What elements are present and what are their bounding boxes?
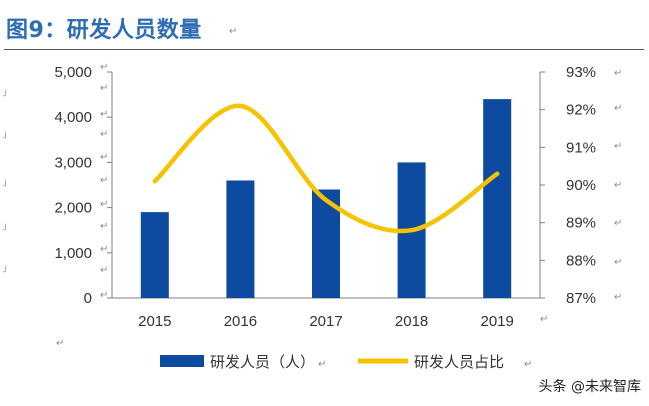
paragraph-mark: ↵ [100, 62, 108, 73]
paragraph-mark: ↵ [100, 199, 108, 210]
left-tick-label: 5,000 [54, 64, 92, 81]
paragraph-mark: ↵ [100, 221, 108, 232]
legend-label-bar: 研发人员（人） [210, 353, 315, 371]
bar [483, 99, 512, 299]
right-tick-label: 91% [566, 139, 596, 156]
paragraph-mark: ↵ [100, 109, 108, 120]
paragraph-mark: ↵ [614, 68, 622, 79]
paragraph-marks: ↵ ↵ ↵ ↵ ↵ ↵ ↵ ↵ ↵ ↵ ↵ ↵ ↵ ↵ ↵ ↵ ↵ ↵ ↵ ↵ ↵ ↵ ↵ ˩ ˩ ˩ ˩ ˩ [2, 26, 622, 370]
right-tick-label: 88% [566, 252, 596, 269]
right-tick-label: 90% [566, 177, 596, 194]
figure-title: 图9：研发人员数量 [6, 18, 202, 43]
paragraph-mark: ↵ [56, 338, 64, 349]
line-path [152, 103, 500, 234]
paragraph-mark: ↵ [100, 175, 108, 186]
paragraph-mark: ↵ [100, 152, 108, 163]
right-tick-label: 87% [566, 290, 596, 307]
x-tick-label: 2017 [309, 313, 342, 330]
paragraph-mark: ↵ [540, 314, 548, 325]
paragraph-mark: ↵ [229, 26, 237, 37]
left-tick-label: 3,000 [54, 154, 92, 171]
right-tick-label: 89% [566, 215, 596, 232]
left-axis-ticks: 0 1,000 2,000 3,000 4,000 5,000 [54, 64, 112, 307]
margin-mark: ˩ [2, 264, 7, 275]
legend: 研发人员（人） 研发人员占比 [160, 353, 504, 371]
x-tick-label: 2018 [395, 313, 428, 330]
right-tick-label: 93% [566, 64, 596, 81]
right-tick-label: 92% [566, 102, 596, 119]
x-tick-label: 2019 [481, 313, 514, 330]
legend-swatch-bar [160, 355, 204, 367]
left-tick-label: 4,000 [54, 109, 92, 126]
paragraph-mark: ↵ [100, 83, 108, 94]
paragraph-mark: ↵ [524, 359, 532, 370]
title-underline [4, 49, 644, 50]
watermark: 头条 @未来智库 [538, 379, 641, 395]
margin-mark: ˩ [2, 222, 7, 233]
paragraph-mark: ↵ [614, 141, 622, 152]
x-tick-label: 2016 [224, 313, 257, 330]
margin-mark: ˩ [2, 130, 7, 141]
paragraph-mark: ↵ [100, 290, 108, 301]
margin-mark: ˩ [2, 178, 7, 189]
paragraph-mark: ↵ [614, 257, 622, 268]
paragraph-mark: ↵ [614, 103, 622, 114]
paragraph-mark: ↵ [614, 218, 622, 229]
paragraph-mark: ↵ [614, 180, 622, 191]
bar [140, 212, 169, 298]
legend-label-line: 研发人员占比 [414, 353, 504, 371]
bar-series [140, 99, 512, 299]
paragraph-mark: ↵ [100, 129, 108, 140]
paragraph-mark: ↵ [100, 244, 108, 255]
right-axis-ticks: 87% 88% 89% 90% 91% 92% 93% [540, 64, 596, 307]
x-axis-ticks: 2015 2016 2017 2018 2019 [138, 313, 514, 330]
left-tick-label: 1,000 [54, 245, 92, 262]
left-tick-label: 2,000 [54, 200, 92, 217]
paragraph-mark: ↵ [100, 265, 108, 276]
paragraph-mark: ↵ [614, 292, 622, 303]
left-tick-label: 0 [84, 290, 92, 307]
x-tick-label: 2015 [138, 313, 171, 330]
line-series [152, 103, 500, 234]
paragraph-mark: ↵ [318, 359, 326, 370]
bar [226, 180, 255, 298]
margin-mark: ˩ [2, 88, 7, 99]
